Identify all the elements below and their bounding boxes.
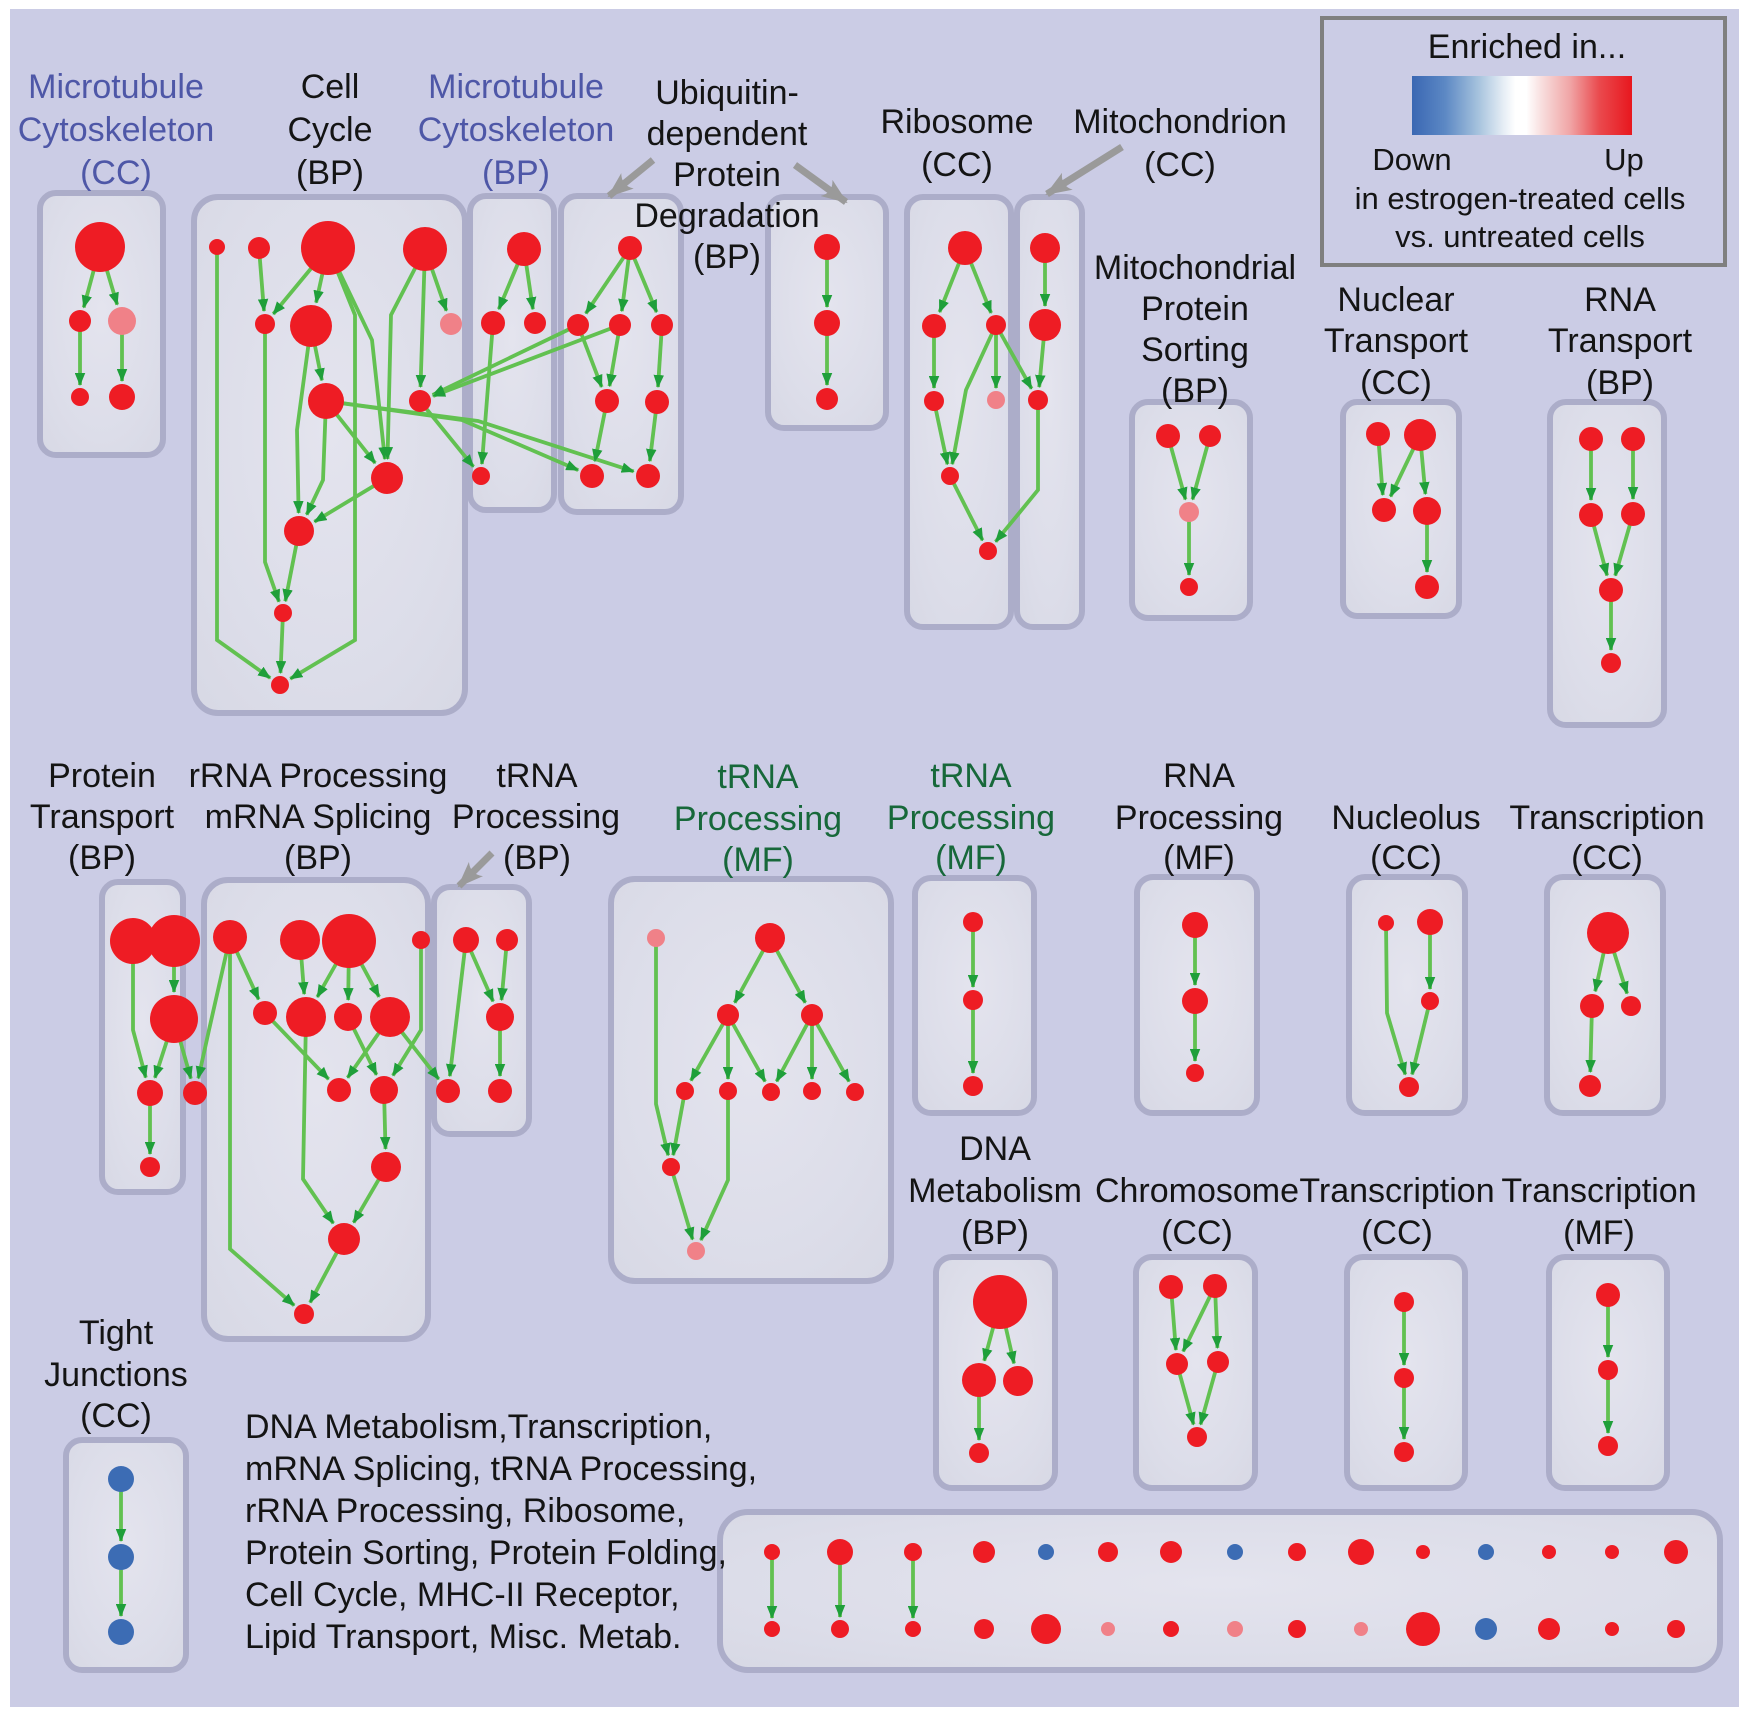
svg-text:(BP): (BP) — [503, 839, 571, 877]
svg-text:Transport: Transport — [1548, 322, 1693, 360]
svg-text:Tight: Tight — [79, 1314, 154, 1352]
svg-text:Lipid Transport, Misc. Metab.: Lipid Transport, Misc. Metab. — [245, 1618, 682, 1656]
svg-text:RNA: RNA — [1584, 281, 1656, 319]
svg-text:(CC): (CC) — [1360, 364, 1432, 402]
svg-text:Transcription: Transcription — [1501, 1172, 1696, 1210]
svg-text:DNA Metabolism,Transcription,: DNA Metabolism,Transcription, — [245, 1408, 712, 1446]
svg-text:Metabolism: Metabolism — [908, 1172, 1082, 1210]
svg-text:Transport: Transport — [30, 798, 175, 836]
svg-text:(CC): (CC) — [1370, 839, 1442, 877]
svg-text:(MF): (MF) — [935, 839, 1007, 877]
svg-text:Cytoskeleton: Cytoskeleton — [18, 111, 215, 149]
svg-text:Junctions: Junctions — [44, 1356, 188, 1394]
svg-text:rRNA Processing: rRNA Processing — [189, 757, 448, 795]
svg-text:(CC): (CC) — [80, 1397, 152, 1435]
svg-text:(BP): (BP) — [693, 238, 761, 276]
svg-text:Cell: Cell — [301, 68, 360, 106]
svg-text:(BP): (BP) — [284, 839, 352, 877]
svg-text:Protein: Protein — [673, 156, 781, 194]
svg-text:(CC): (CC) — [1571, 839, 1643, 877]
svg-text:mRNA Splicing, tRNA Processing: mRNA Splicing, tRNA Processing, — [245, 1450, 757, 1488]
svg-text:Degradation: Degradation — [634, 197, 819, 235]
svg-text:(MF): (MF) — [722, 841, 794, 879]
svg-text:Up: Up — [1604, 142, 1644, 177]
svg-text:(BP): (BP) — [961, 1214, 1029, 1252]
svg-text:Processing: Processing — [1115, 799, 1283, 837]
svg-text:Microtubule: Microtubule — [428, 68, 604, 106]
svg-text:Protein: Protein — [1141, 290, 1249, 328]
svg-text:Ubiquitin-: Ubiquitin- — [655, 74, 799, 112]
svg-text:(MF): (MF) — [1163, 839, 1235, 877]
svg-text:Mitochondrial: Mitochondrial — [1094, 249, 1296, 287]
svg-text:(CC): (CC) — [1161, 1214, 1233, 1252]
svg-text:Nuclear: Nuclear — [1337, 281, 1454, 319]
svg-text:(CC): (CC) — [1361, 1214, 1433, 1252]
svg-text:Processing: Processing — [452, 798, 620, 836]
svg-text:(CC): (CC) — [80, 154, 152, 192]
svg-text:Transport: Transport — [1324, 322, 1469, 360]
svg-text:(MF): (MF) — [1563, 1214, 1635, 1252]
svg-text:Sorting: Sorting — [1141, 331, 1249, 369]
svg-text:Chromosome: Chromosome — [1095, 1172, 1299, 1210]
svg-text:Processing: Processing — [887, 799, 1055, 837]
svg-text:(CC): (CC) — [1144, 146, 1216, 184]
svg-text:Enriched in...: Enriched in... — [1428, 28, 1626, 66]
svg-text:Down: Down — [1372, 142, 1451, 177]
svg-text:Transcription: Transcription — [1509, 799, 1704, 837]
svg-text:RNA: RNA — [1163, 757, 1235, 795]
svg-text:Processing: Processing — [674, 800, 842, 838]
svg-text:(BP): (BP) — [68, 839, 136, 877]
svg-text:Mitochondrion: Mitochondrion — [1073, 103, 1287, 141]
svg-text:Protein: Protein — [48, 757, 156, 795]
svg-text:(BP): (BP) — [482, 154, 550, 192]
svg-text:tRNA: tRNA — [496, 757, 578, 795]
svg-text:Cell Cycle, MHC-II Receptor,: Cell Cycle, MHC-II Receptor, — [245, 1576, 680, 1614]
svg-text:Ribosome: Ribosome — [880, 103, 1033, 141]
svg-text:(BP): (BP) — [296, 154, 364, 192]
svg-text:Microtubule: Microtubule — [28, 68, 204, 106]
svg-text:mRNA Splicing: mRNA Splicing — [205, 798, 432, 836]
svg-text:rRNA Processing, Ribosome,: rRNA Processing, Ribosome, — [245, 1492, 685, 1530]
svg-text:DNA: DNA — [959, 1130, 1031, 1168]
svg-text:Protein Sorting, Protein Foldi: Protein Sorting, Protein Folding, — [245, 1534, 727, 1572]
svg-text:in estrogen-treated cells: in estrogen-treated cells — [1355, 181, 1686, 216]
svg-text:tRNA: tRNA — [930, 757, 1012, 795]
svg-text:Transcription: Transcription — [1299, 1172, 1494, 1210]
svg-text:(BP): (BP) — [1586, 364, 1654, 402]
svg-text:vs. untreated cells: vs. untreated cells — [1395, 219, 1645, 254]
svg-text:dependent: dependent — [647, 115, 808, 153]
svg-text:(BP): (BP) — [1161, 372, 1229, 410]
svg-text:Cycle: Cycle — [287, 111, 372, 149]
svg-text:Cytoskeleton: Cytoskeleton — [418, 111, 615, 149]
svg-text:(CC): (CC) — [921, 146, 993, 184]
svg-text:tRNA: tRNA — [717, 758, 799, 796]
svg-text:Nucleolus: Nucleolus — [1331, 799, 1480, 837]
